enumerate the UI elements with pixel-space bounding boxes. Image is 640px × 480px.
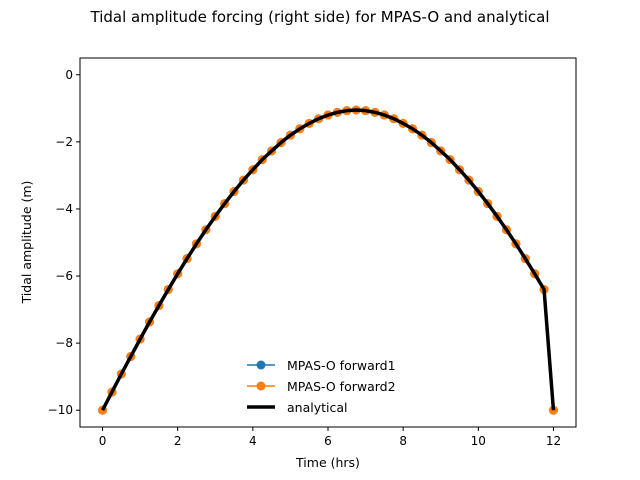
x-tick-label: 2 bbox=[174, 434, 182, 448]
y-tick-label: 0 bbox=[65, 68, 73, 82]
y-tick-label: −10 bbox=[48, 403, 73, 417]
x-tick-label: 10 bbox=[471, 434, 486, 448]
legend-label-forward2: MPAS-O forward2 bbox=[287, 379, 396, 394]
legend-marker-forward2 bbox=[256, 381, 266, 391]
x-axis-ticks: 0 2 4 6 8 10 12 bbox=[99, 427, 561, 448]
legend-label-forward1: MPAS-O forward1 bbox=[287, 358, 396, 373]
chart-title: Tidal amplitude forcing (right side) for… bbox=[90, 8, 550, 26]
legend-marker-forward1 bbox=[256, 360, 266, 370]
legend-entry-analytical: analytical bbox=[247, 400, 348, 415]
x-tick-label: 4 bbox=[249, 434, 257, 448]
y-tick-label: −2 bbox=[55, 135, 73, 149]
plot-area: 0 2 4 6 8 10 12 −10 −8 −6 −4 −2 0 bbox=[48, 57, 577, 448]
legend-label-analytical: analytical bbox=[287, 400, 348, 415]
legend-entry-forward2: MPAS-O forward2 bbox=[247, 379, 396, 394]
x-tick-label: 0 bbox=[99, 434, 107, 448]
x-axis-label: Time (hrs) bbox=[295, 455, 360, 470]
y-tick-label: −6 bbox=[55, 269, 73, 283]
legend-entry-forward1: MPAS-O forward1 bbox=[247, 358, 396, 373]
x-tick-label: 12 bbox=[546, 434, 561, 448]
series-line-analytical bbox=[100, 108, 556, 412]
legend: MPAS-O forward1 MPAS-O forward2 analytic… bbox=[247, 358, 396, 415]
y-axis-ticks: −10 −8 −6 −4 −2 0 bbox=[48, 68, 80, 417]
series-analytical bbox=[100, 108, 556, 412]
y-tick-label: −4 bbox=[55, 202, 73, 216]
y-axis-label: Tidal amplitude (m) bbox=[19, 181, 34, 305]
y-tick-label: −8 bbox=[55, 336, 73, 350]
x-tick-label: 8 bbox=[399, 434, 407, 448]
series-layer bbox=[98, 105, 558, 415]
x-tick-label: 6 bbox=[324, 434, 332, 448]
